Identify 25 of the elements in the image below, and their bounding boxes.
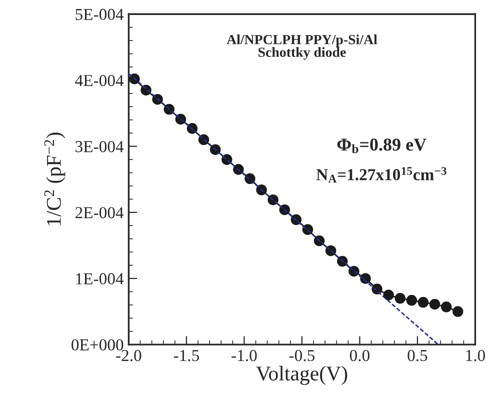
y-tick-label: 5E-004 [76, 8, 124, 20]
x-tick-label: 0.0 [350, 350, 370, 362]
y-tick-label: 0E+000 [72, 339, 124, 351]
y-tick-label: 3E-004 [76, 140, 124, 152]
x-tick-label: -0.5 [289, 350, 314, 362]
annotation: Φ$_{b}$=0.89 eV [337, 138, 426, 154]
y-tick-label: 2E-004 [76, 207, 124, 218]
point [429, 298, 440, 310]
y-tick-label: 1E-004 [76, 273, 124, 284]
x-tick-label: 0.5 [408, 350, 428, 362]
annotation: N$_{A}$=1.27x10$^{15}$cm$^{−3}$ [316, 167, 446, 182]
x-tick-label: -1.0 [232, 350, 257, 362]
y-axis-title: 1/C$^{2}$ (pF$^{−2}$) [44, 132, 66, 226]
x-tick-label: 1.0 [466, 350, 485, 362]
point [452, 306, 464, 317]
point [418, 296, 429, 308]
x-axis-title: Voltage(V) [256, 366, 348, 385]
point [406, 294, 418, 306]
point [383, 290, 394, 300]
point [440, 302, 452, 312]
annotation: Al/NPCLPH PPY/p-Si/Al Schottky diode [226, 34, 378, 60]
x-tick-label: -1.5 [174, 350, 199, 362]
point [394, 292, 406, 304]
x-tick-label: -2.0 [116, 350, 142, 362]
y-tick-label: 4E-004 [75, 74, 124, 86]
